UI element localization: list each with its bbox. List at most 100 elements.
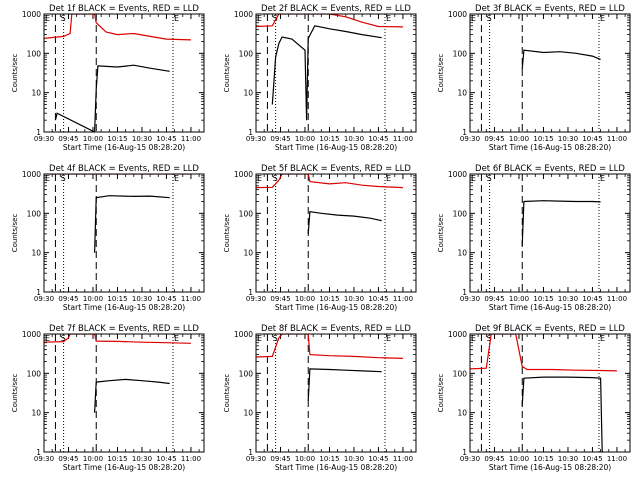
y-tick-label: 10 — [457, 409, 467, 418]
x-tick-label: 10:30 — [344, 295, 364, 303]
x-tick-label: 09:45 — [484, 295, 504, 303]
y-axis-label: Counts/sec — [437, 214, 445, 253]
panel: Det 8f BLACK = Events, RED = LLD 1 10 100 10… — [223, 324, 417, 472]
x-tick-label: 09:45 — [270, 455, 290, 463]
marker-s: S — [273, 334, 278, 343]
panel: Det 4f BLACK = Events, RED = LLD 1 10 100 10… — [11, 164, 205, 312]
x-tick-label: 09:45 — [270, 135, 290, 143]
x-tick-label: 10:00 — [83, 295, 103, 303]
plot-frame — [255, 13, 417, 133]
lld-series-line — [256, 14, 403, 28]
y-tick-label: 1 — [462, 448, 467, 457]
x-tick-label: 11:00 — [393, 295, 413, 303]
x-tick-label: 11:00 — [393, 455, 413, 463]
panel-title: Det 2f BLACK = Events, RED = LLD — [261, 4, 411, 14]
x-axis-label: Start Time (16-Aug-15 08:28:20) — [63, 303, 185, 312]
x-tick-label: 09:45 — [270, 295, 290, 303]
y-axis-label: Counts/sec — [223, 374, 231, 413]
panel: Det 3f BLACK = Events, RED = LLD 1 10 100 10… — [437, 4, 631, 152]
events-series-line — [307, 368, 382, 401]
panel-title: Det 7f BLACK = Events, RED = LLD — [49, 324, 199, 334]
x-tick-label: 09:30 — [246, 135, 266, 143]
x-tick-label: 09:45 — [58, 455, 78, 463]
events-series-line — [521, 200, 601, 246]
plot-frame — [469, 13, 631, 133]
x-tick-label: 10:00 — [509, 455, 529, 463]
y-tick-label: 100 — [27, 49, 42, 58]
x-tick-label: 10:00 — [295, 455, 315, 463]
y-tick-label: 1 — [36, 448, 41, 457]
panel-title: Det 6f BLACK = Events, RED = LLD — [475, 164, 625, 174]
y-tick-label: 10 — [243, 89, 253, 98]
x-tick-label: 11:00 — [607, 135, 627, 143]
y-axis-label: Counts/sec — [11, 374, 19, 413]
plot-frame — [469, 173, 631, 293]
marker-e-left: E — [45, 14, 50, 23]
x-tick-label: 09:45 — [58, 135, 78, 143]
marker-e-left: E — [257, 174, 262, 183]
marker-s: S — [273, 14, 278, 23]
y-tick-label: 1000 — [22, 10, 41, 19]
x-tick-label: 09:45 — [484, 455, 504, 463]
x-tick-label: 10:00 — [295, 135, 315, 143]
x-tick-label: 10:00 — [295, 295, 315, 303]
x-tick-label: 10:30 — [558, 295, 578, 303]
x-tick-label: 10:15 — [107, 455, 127, 463]
y-tick-label: 10 — [243, 409, 253, 418]
lld-series-line — [44, 334, 191, 344]
panel: Det 6f BLACK = Events, RED = LLD 1 10 100 10… — [437, 164, 631, 312]
x-tick-label: 10:00 — [509, 295, 529, 303]
x-tick-label: 10:45 — [582, 295, 602, 303]
x-tick-label: 10:15 — [533, 455, 553, 463]
x-tick-label: 10:30 — [344, 135, 364, 143]
y-tick-label: 10 — [31, 249, 41, 258]
y-tick-label: 100 — [239, 209, 254, 218]
events-series-line — [54, 64, 170, 132]
y-tick-label: 1 — [462, 128, 467, 137]
panel-title: Det 9f BLACK = Events, RED = LLD — [475, 324, 625, 334]
plot-frame — [255, 333, 417, 453]
marker-s: S — [61, 174, 66, 183]
x-tick-label: 09:30 — [460, 295, 480, 303]
y-axis-label: Counts/sec — [223, 214, 231, 253]
panel-title: Det 3f BLACK = Events, RED = LLD — [475, 4, 625, 14]
x-tick-label: 10:45 — [368, 135, 388, 143]
x-tick-label: 11:00 — [181, 135, 201, 143]
panel: Det 2f BLACK = Events, RED = LLD 1 10 100 10… — [223, 4, 417, 152]
marker-e-left: E — [257, 14, 262, 23]
x-tick-label: 10:30 — [558, 135, 578, 143]
y-tick-label: 10 — [243, 249, 253, 258]
marker-e-left: E — [471, 174, 476, 183]
plot-frame — [43, 13, 205, 133]
x-tick-label: 10:30 — [132, 455, 152, 463]
y-tick-label: 1 — [248, 128, 253, 137]
y-tick-label: 1000 — [22, 170, 41, 179]
panel-title: Det 8f BLACK = Events, RED = LLD — [261, 324, 411, 334]
marker-s: S — [61, 14, 66, 23]
marker-e-right: E — [386, 14, 391, 23]
x-tick-label: 10:00 — [83, 135, 103, 143]
y-tick-label: 100 — [239, 49, 254, 58]
x-tick-label: 10:30 — [344, 455, 364, 463]
y-tick-label: 1000 — [448, 330, 467, 339]
events-series-line — [94, 195, 170, 253]
x-tick-label: 09:30 — [460, 135, 480, 143]
x-tick-label: 09:30 — [34, 135, 54, 143]
x-tick-label: 11:00 — [607, 295, 627, 303]
y-tick-label: 1 — [36, 288, 41, 297]
y-tick-label: 100 — [453, 49, 468, 58]
lld-series-line — [44, 14, 191, 41]
x-tick-label: 10:00 — [83, 455, 103, 463]
x-tick-label: 10:45 — [368, 455, 388, 463]
x-axis-label: Start Time (16-Aug-15 08:28:20) — [489, 303, 611, 312]
y-tick-label: 1 — [36, 128, 41, 137]
plot-frame — [43, 173, 205, 293]
plot-frame — [469, 333, 631, 453]
x-tick-label: 10:15 — [533, 135, 553, 143]
x-tick-label: 10:15 — [107, 295, 127, 303]
x-tick-label: 10:15 — [319, 455, 339, 463]
lld-series-line — [256, 174, 403, 189]
marker-e-right: E — [600, 174, 605, 183]
events-series-line — [521, 376, 603, 452]
marker-s: S — [487, 334, 492, 343]
